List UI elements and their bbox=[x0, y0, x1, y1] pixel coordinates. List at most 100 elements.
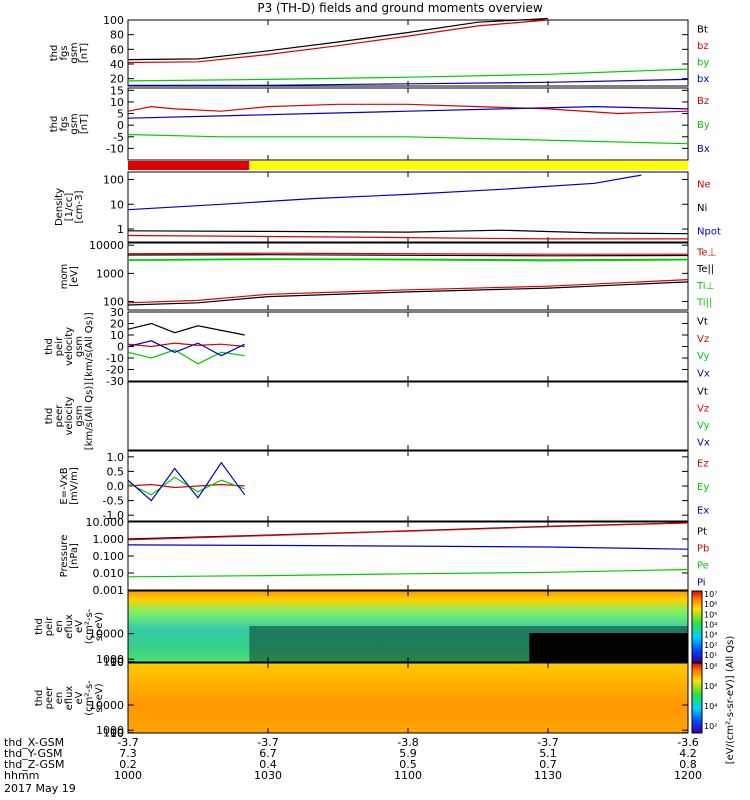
colorbar-strip bbox=[691, 590, 703, 663]
y-axis-label-line: Pressure bbox=[59, 535, 70, 578]
legend-entry: bz bbox=[697, 41, 709, 52]
legend-entry: Vt bbox=[697, 317, 708, 328]
legend-entry: Vt bbox=[697, 387, 708, 398]
y-axis-label-line: Density bbox=[54, 188, 65, 226]
y-axis-label-line: sr-eV) bbox=[94, 683, 105, 712]
panel-frame bbox=[127, 521, 689, 591]
legend-entry: Bz bbox=[697, 96, 709, 107]
ephemeris-value: 1000 bbox=[114, 769, 142, 782]
series-line bbox=[127, 105, 689, 119]
colorbar-tick-label: 10⁶ bbox=[704, 682, 717, 691]
ephemeris-row-label: thd_X-GSM bbox=[4, 736, 64, 749]
y-axis-label-line: en bbox=[54, 692, 65, 705]
series-line bbox=[127, 19, 549, 64]
y-tick-label: 0 bbox=[117, 119, 124, 132]
legend-entry: Ti|| bbox=[696, 298, 712, 309]
heatmap-image bbox=[128, 663, 688, 733]
heatmap-black-region bbox=[529, 633, 688, 662]
panel-frame bbox=[127, 381, 689, 451]
ephemeris-value: 1200 bbox=[674, 769, 702, 782]
y-tick-label: -30 bbox=[106, 375, 124, 388]
y-axis-label-line: velocity bbox=[64, 327, 75, 366]
y-axis-label-line: eV bbox=[74, 691, 85, 704]
y-axis-label-line: eV bbox=[74, 620, 85, 633]
y-axis-label-line: en bbox=[54, 620, 65, 633]
y-axis-label-line: thd bbox=[49, 116, 60, 133]
y-tick-label: 20 bbox=[110, 73, 124, 86]
y-axis-label-line: sr-eV) bbox=[94, 612, 105, 641]
legend-entry: Pe bbox=[697, 561, 709, 572]
series-line bbox=[127, 279, 689, 304]
series-line bbox=[127, 174, 642, 211]
ephemeris-value: -3.8 bbox=[397, 736, 418, 749]
series-line bbox=[127, 281, 689, 306]
y-tick-label: 60 bbox=[110, 43, 124, 56]
y-axis-label-line: velocity bbox=[64, 396, 75, 435]
y-axis-label-line: peer bbox=[54, 404, 65, 428]
y-axis-label-line: [1/cc] bbox=[64, 193, 75, 222]
y-tick-label: 1000 bbox=[96, 653, 124, 666]
y-axis-label-line: (cm²-s- bbox=[84, 680, 95, 716]
legend-entry: Pb bbox=[697, 544, 709, 555]
legend-entry: Te⊥ bbox=[696, 247, 716, 258]
ephemeris-value: 0.2 bbox=[119, 758, 137, 771]
y-tick-label: 10000 bbox=[89, 239, 124, 252]
series-line bbox=[127, 68, 689, 82]
y-tick-label: -5 bbox=[113, 131, 124, 144]
y-axis-label-line: thd bbox=[34, 690, 45, 707]
colorbar-tick-label: 10³ bbox=[704, 631, 717, 640]
y-tick-label: 1000 bbox=[96, 724, 124, 737]
legend-entry: Ne bbox=[697, 180, 711, 191]
colorbar-label: [eV/(cm²-s-sr-eV)] (All Qs) bbox=[725, 636, 736, 765]
y-tick-label: 0 bbox=[117, 341, 124, 354]
legend-entry: By bbox=[697, 120, 710, 131]
y-axis-label-line: gsm bbox=[69, 113, 80, 134]
panel-pressure: 10.000 1.000 0.100 0.010 0.001 Pressure [nPa] P… bbox=[59, 516, 709, 597]
series-line bbox=[127, 476, 245, 496]
y-tick-label: 1000 bbox=[96, 267, 124, 280]
ephemeris-value: 1100 bbox=[394, 769, 422, 782]
y-axis-label-line: [nT] bbox=[79, 43, 90, 63]
ephemeris-value: 1030 bbox=[254, 769, 282, 782]
panel-temperature: 10000 1000 100 mom [eV] Te⊥ Te|| Ti⊥ Ti|| bbox=[59, 239, 716, 311]
panel-frame bbox=[127, 311, 689, 382]
y-axis-label-line: eflux bbox=[64, 614, 75, 639]
y-axis-label-line: thd bbox=[49, 45, 60, 62]
y-axis-label-line: thd bbox=[44, 338, 55, 355]
legend-entry: Pi bbox=[697, 578, 706, 589]
ephemeris-value: 5.1 bbox=[539, 747, 557, 760]
y-tick-label: 5 bbox=[117, 108, 124, 121]
y-axis-label-line: [nPa] bbox=[69, 543, 80, 569]
ephemeris-table: thd_X-GSM -3.7 -3.7 -3.8 -3.7 -3.6 thd_Y-GSM 7.… bbox=[4, 736, 702, 795]
y-tick-label: -10 bbox=[106, 142, 124, 155]
ephemeris-value: -3.7 bbox=[537, 736, 558, 749]
y-axis-label-line: eflux bbox=[64, 686, 75, 711]
legend-entry: by bbox=[697, 57, 709, 68]
series-line bbox=[127, 252, 688, 255]
colorbar-tick-label: 10⁷ bbox=[704, 590, 717, 599]
y-tick-label: 10 bbox=[110, 727, 124, 740]
ephemeris-value: -3.7 bbox=[257, 736, 278, 749]
y-tick-label: 10000 bbox=[89, 628, 124, 641]
ephemeris-row-label: thd_Z-GSM bbox=[4, 758, 64, 771]
ephemeris-value: 1130 bbox=[534, 769, 562, 782]
ephemeris-date: 2017 May 19 bbox=[4, 782, 76, 795]
series-line bbox=[127, 133, 689, 145]
legend-entry: bx bbox=[697, 74, 709, 85]
legend-entry: Ex bbox=[697, 505, 709, 516]
ephemeris-value: 0.7 bbox=[539, 758, 557, 771]
panel-frame bbox=[127, 19, 689, 87]
colorbar-strip bbox=[691, 662, 703, 734]
y-tick-label: 0.001 bbox=[93, 584, 125, 597]
panel-frame bbox=[127, 450, 689, 522]
y-axis-label-line: fgs bbox=[59, 116, 70, 131]
series-line bbox=[127, 461, 246, 502]
ephemeris-value: 5.9 bbox=[399, 747, 417, 760]
y-tick-label: -20 bbox=[106, 364, 124, 377]
y-axis-label-line: mom bbox=[59, 264, 70, 290]
series-line bbox=[127, 544, 689, 550]
